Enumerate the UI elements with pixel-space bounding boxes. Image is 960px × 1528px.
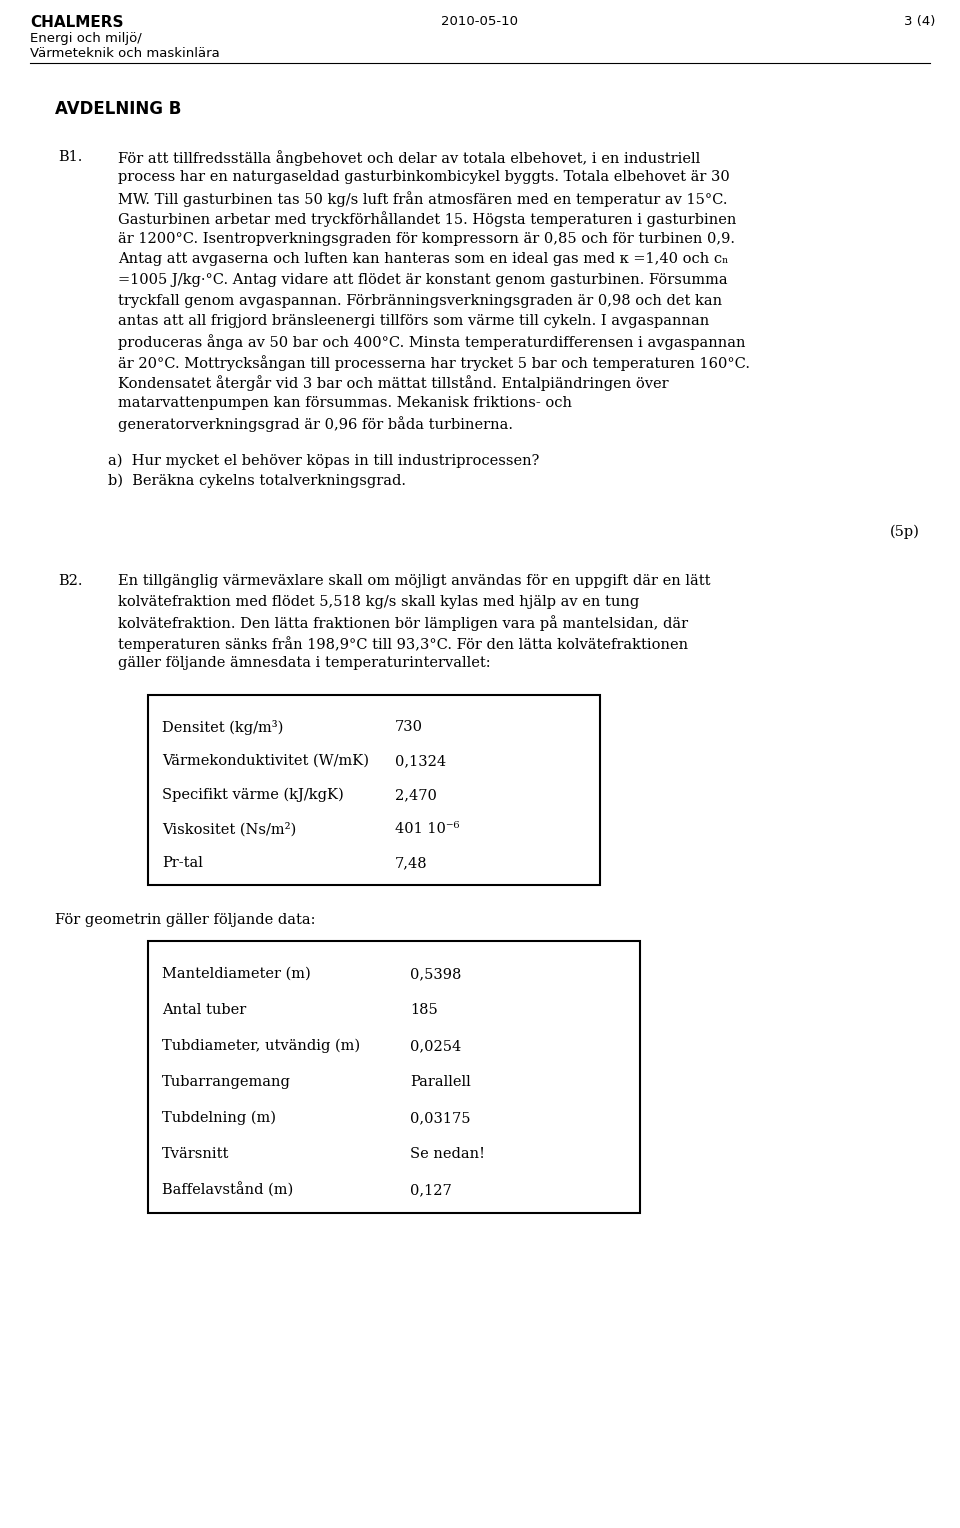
Text: Parallell: Parallell bbox=[410, 1074, 470, 1089]
Text: För geometrin gäller följande data:: För geometrin gäller följande data: bbox=[55, 912, 316, 927]
Text: 730: 730 bbox=[395, 720, 423, 733]
Text: produceras ånga av 50 bar och 400°C. Minsta temperaturdifferensen i avgaspannan: produceras ånga av 50 bar och 400°C. Min… bbox=[118, 335, 746, 350]
Text: MW. Till gasturbinen tas 50 kg/s luft från atmosfären med en temperatur av 15°C.: MW. Till gasturbinen tas 50 kg/s luft fr… bbox=[118, 191, 728, 206]
Text: För att tillfredsställa ångbehovet och delar av totala elbehovet, i en industrie: För att tillfredsställa ångbehovet och d… bbox=[118, 150, 700, 167]
Text: Tubarrangemang: Tubarrangemang bbox=[162, 1074, 291, 1089]
Text: B2.: B2. bbox=[58, 575, 83, 588]
Text: Tubdelning (m): Tubdelning (m) bbox=[162, 1111, 276, 1125]
Text: tryckfall genom avgaspannan. Förbränningsverkningsgraden är 0,98 och det kan: tryckfall genom avgaspannan. Förbränning… bbox=[118, 293, 722, 307]
Text: antas att all frigjord bränsleenergi tillförs som värme till cykeln. I avgaspann: antas att all frigjord bränsleenergi til… bbox=[118, 313, 709, 329]
Text: =1005 J/kg·°C. Antag vidare att flödet är konstant genom gasturbinen. Försumma: =1005 J/kg·°C. Antag vidare att flödet ä… bbox=[118, 274, 728, 287]
Text: 0,03175: 0,03175 bbox=[410, 1111, 470, 1125]
Text: AVDELNING B: AVDELNING B bbox=[55, 99, 181, 118]
Text: Kondensatet återgår vid 3 bar och mättat tillstånd. Entalpiändringen över: Kondensatet återgår vid 3 bar och mättat… bbox=[118, 376, 668, 391]
Text: 7,48: 7,48 bbox=[395, 856, 427, 869]
Text: 0,0254: 0,0254 bbox=[410, 1039, 461, 1053]
Text: 0,1324: 0,1324 bbox=[395, 753, 446, 769]
Text: process har en naturgaseldad gasturbinkombicykel byggts. Totala elbehovet är 30: process har en naturgaseldad gasturbinko… bbox=[118, 171, 730, 185]
Text: 185: 185 bbox=[410, 1002, 438, 1018]
Text: b)  Beräkna cykelns totalverkningsgrad.: b) Beräkna cykelns totalverkningsgrad. bbox=[108, 474, 406, 489]
Text: 401 10⁻⁶: 401 10⁻⁶ bbox=[395, 822, 460, 836]
Text: Antal tuber: Antal tuber bbox=[162, 1002, 247, 1018]
Text: Se nedan!: Se nedan! bbox=[410, 1148, 485, 1161]
Text: temperaturen sänks från 198,9°C till 93,3°C. För den lätta kolvätefraktionen: temperaturen sänks från 198,9°C till 93,… bbox=[118, 636, 688, 652]
Text: Energi och miljö/: Energi och miljö/ bbox=[30, 32, 142, 44]
Text: Pr-tal: Pr-tal bbox=[162, 856, 203, 869]
Text: 3 (4): 3 (4) bbox=[903, 15, 935, 28]
Text: är 1200°C. Isentropverkningsgraden för kompressorn är 0,85 och för turbinen 0,9.: är 1200°C. Isentropverkningsgraden för k… bbox=[118, 232, 735, 246]
Text: Tvärsnitt: Tvärsnitt bbox=[162, 1148, 229, 1161]
Bar bbox=[148, 941, 640, 1213]
Text: Specifikt värme (kJ/kgK): Specifikt värme (kJ/kgK) bbox=[162, 788, 344, 802]
Text: generatorverkningsgrad är 0,96 för båda turbinerna.: generatorverkningsgrad är 0,96 för båda … bbox=[118, 417, 513, 432]
Text: 0,127: 0,127 bbox=[410, 1183, 452, 1196]
Text: kolvätefraktion. Den lätta fraktionen bör lämpligen vara på mantelsidan, där: kolvätefraktion. Den lätta fraktionen bö… bbox=[118, 616, 688, 631]
Text: (5p): (5p) bbox=[890, 524, 920, 539]
Text: Viskositet (Ns/m²): Viskositet (Ns/m²) bbox=[162, 822, 297, 836]
Text: Manteldiameter (m): Manteldiameter (m) bbox=[162, 967, 311, 981]
Text: 0,5398: 0,5398 bbox=[410, 967, 462, 981]
Text: B1.: B1. bbox=[58, 150, 83, 163]
Text: Baffelavstånd (m): Baffelavstånd (m) bbox=[162, 1183, 293, 1198]
Text: Värmeteknik och maskinlära: Värmeteknik och maskinlära bbox=[30, 47, 220, 60]
Text: Tubdiameter, utvändig (m): Tubdiameter, utvändig (m) bbox=[162, 1039, 360, 1053]
Text: 2,470: 2,470 bbox=[395, 788, 437, 802]
Text: En tillgänglig värmeväxlare skall om möjligt användas för en uppgift där en lätt: En tillgänglig värmeväxlare skall om möj… bbox=[118, 575, 710, 588]
Text: Värmekonduktivitet (W/mK): Värmekonduktivitet (W/mK) bbox=[162, 753, 369, 769]
Text: matarvattenpumpen kan försummas. Mekanisk friktions- och: matarvattenpumpen kan försummas. Mekanis… bbox=[118, 396, 572, 410]
Text: CHALMERS: CHALMERS bbox=[30, 15, 124, 31]
Text: 2010-05-10: 2010-05-10 bbox=[442, 15, 518, 28]
Text: kolvätefraktion med flödet 5,518 kg/s skall kylas med hjälp av en tung: kolvätefraktion med flödet 5,518 kg/s sk… bbox=[118, 594, 639, 608]
Text: Densitet (kg/m³): Densitet (kg/m³) bbox=[162, 720, 283, 735]
Text: a)  Hur mycket el behöver köpas in till industriprocessen?: a) Hur mycket el behöver köpas in till i… bbox=[108, 454, 540, 468]
Text: Antag att avgaserna och luften kan hanteras som en ideal gas med κ =1,40 och cₙ: Antag att avgaserna och luften kan hante… bbox=[118, 252, 729, 266]
Text: är 20°C. Mottrycksångan till processerna har trycket 5 bar och temperaturen 160°: är 20°C. Mottrycksångan till processerna… bbox=[118, 354, 750, 371]
Bar bbox=[148, 695, 600, 885]
Text: gäller följande ämnesdata i temperaturintervallet:: gäller följande ämnesdata i temperaturin… bbox=[118, 657, 491, 671]
Text: Gasturbinen arbetar med tryckförhållandet 15. Högsta temperaturen i gasturbinen: Gasturbinen arbetar med tryckförhållande… bbox=[118, 211, 736, 228]
